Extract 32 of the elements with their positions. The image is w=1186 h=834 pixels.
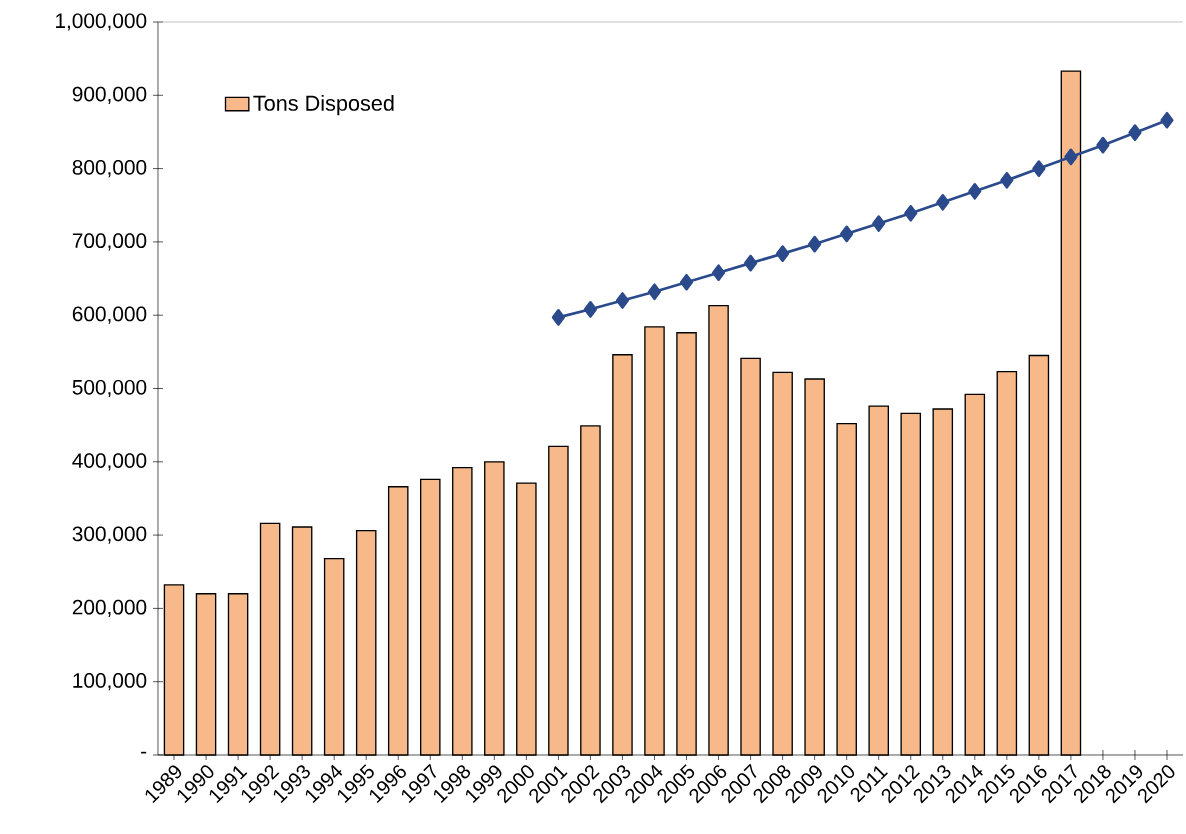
point <box>872 215 886 232</box>
point <box>840 225 854 243</box>
point <box>1128 124 1142 142</box>
y-tick-label: 700,000 <box>72 233 147 251</box>
y-tick-label: - <box>141 751 147 754</box>
point <box>1096 136 1110 154</box>
point <box>679 273 694 291</box>
legend-label: Tons Disposed <box>253 94 394 116</box>
y-tick-label: 400,000 <box>72 453 147 471</box>
point <box>808 235 822 253</box>
y-tick-label: 800,000 <box>72 160 147 178</box>
y-tick-label: 500,000 <box>72 379 147 398</box>
point <box>968 182 982 200</box>
point <box>1000 171 1014 189</box>
point <box>583 300 598 318</box>
y-tick-label: 200,000 <box>72 599 147 617</box>
y-tick-label: 900,000 <box>72 86 147 104</box>
y-tick-label: 100,000 <box>73 673 147 691</box>
y-tick-label: 300,000 <box>72 526 147 544</box>
point <box>776 245 790 262</box>
y-tick-label: 600,000 <box>72 306 147 324</box>
point <box>551 309 565 326</box>
point <box>1032 160 1046 177</box>
point <box>1160 111 1174 129</box>
point <box>1064 148 1078 166</box>
point <box>615 292 630 309</box>
point <box>711 264 726 282</box>
y-tick-label: 1,000,000 <box>56 13 147 31</box>
point <box>936 193 950 211</box>
point <box>744 254 758 272</box>
point <box>904 204 918 222</box>
point <box>647 283 662 301</box>
